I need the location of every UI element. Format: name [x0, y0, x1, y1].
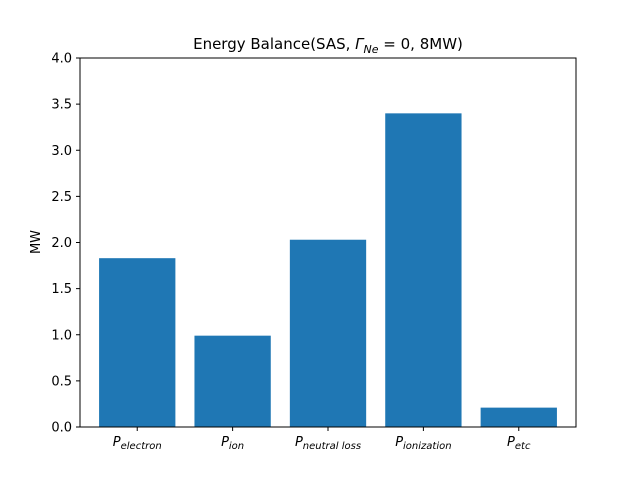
bar-ion	[194, 335, 271, 427]
y-tick-label: 1.0	[51, 328, 72, 343]
bar-neutral-loss	[289, 239, 367, 427]
plot-frame	[79, 57, 577, 428]
y-tick-label: 0.5	[51, 374, 72, 389]
y-tick-label: 3.5	[51, 98, 72, 113]
bar-ionization	[385, 113, 462, 427]
bars-group	[99, 113, 557, 427]
y-tick-label: 3.0	[51, 144, 72, 159]
y-tick-label: 4.0	[51, 52, 72, 67]
y-tick-label: 2.5	[51, 190, 72, 205]
y-tick-label: 2.0	[51, 236, 72, 251]
x-ticks-group: Pelectron Pion Pneutral loss Pionization Pet…	[113, 427, 531, 452]
y-axis-label: MW	[29, 230, 44, 254]
x-tick-label: Pneutral loss	[295, 435, 361, 452]
bar-etc	[480, 407, 557, 427]
x-tick-label: Pelectron	[113, 435, 162, 452]
y-tick-label: 0.0	[51, 421, 72, 436]
x-tick-label: Pion	[221, 435, 244, 452]
y-ticks-group: 0.0 0.5 1.0 1.5 2.0 2.5 3.0 3.5 4.0	[51, 52, 80, 436]
chart-title: Energy Balance(SAS, ΓNe = 0, 8MW)	[193, 35, 463, 56]
x-tick-label: Pionization	[395, 435, 451, 452]
y-tick-label: 1.5	[51, 282, 72, 297]
x-tick-label: Petc	[507, 435, 531, 452]
bar-electron	[99, 258, 176, 427]
